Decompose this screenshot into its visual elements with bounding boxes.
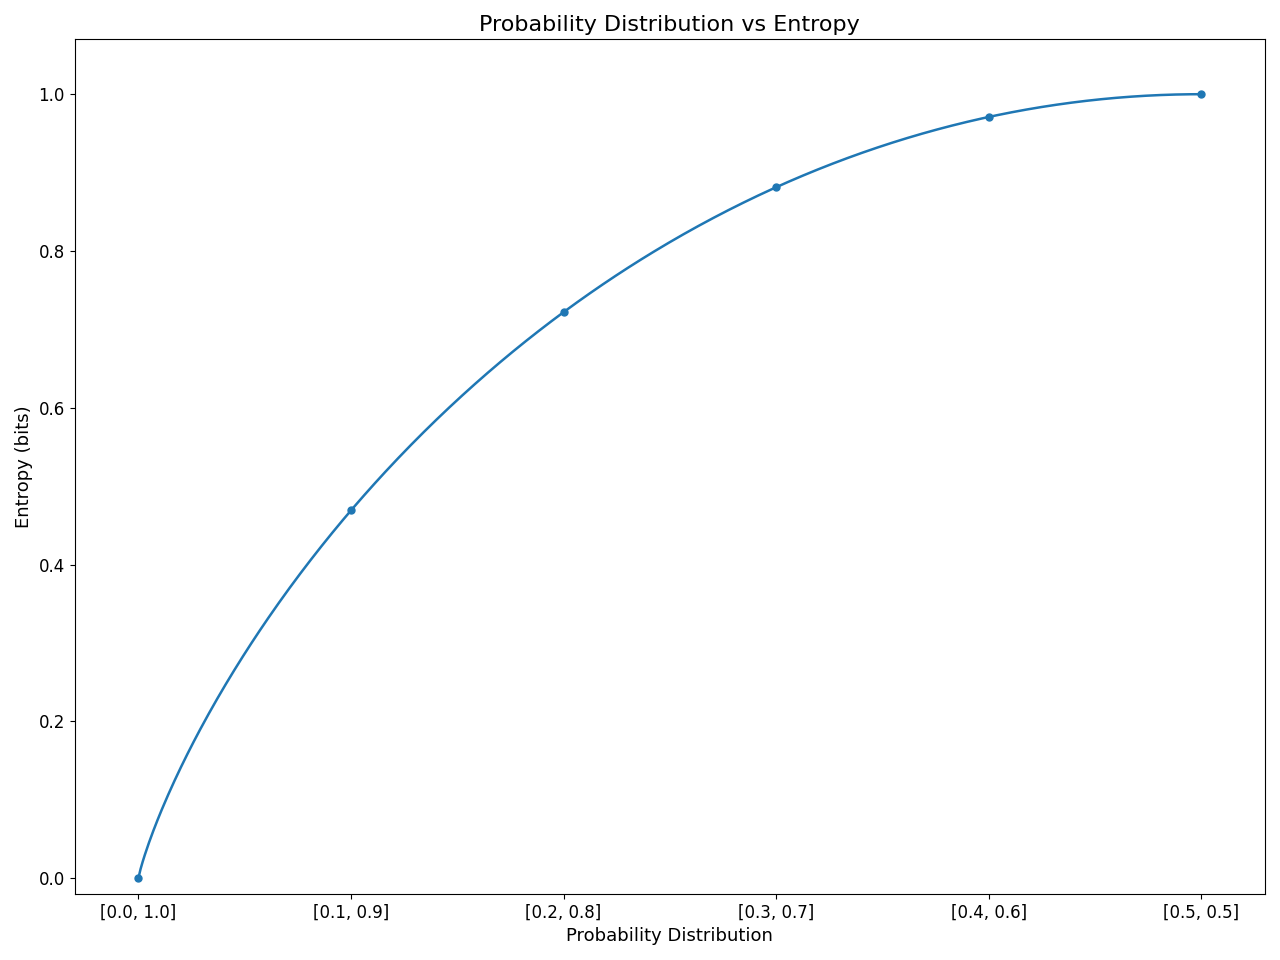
X-axis label: Probability Distribution: Probability Distribution (566, 927, 773, 945)
Title: Probability Distribution vs Entropy: Probability Distribution vs Entropy (480, 15, 860, 35)
Y-axis label: Entropy (bits): Entropy (bits) (15, 405, 33, 528)
